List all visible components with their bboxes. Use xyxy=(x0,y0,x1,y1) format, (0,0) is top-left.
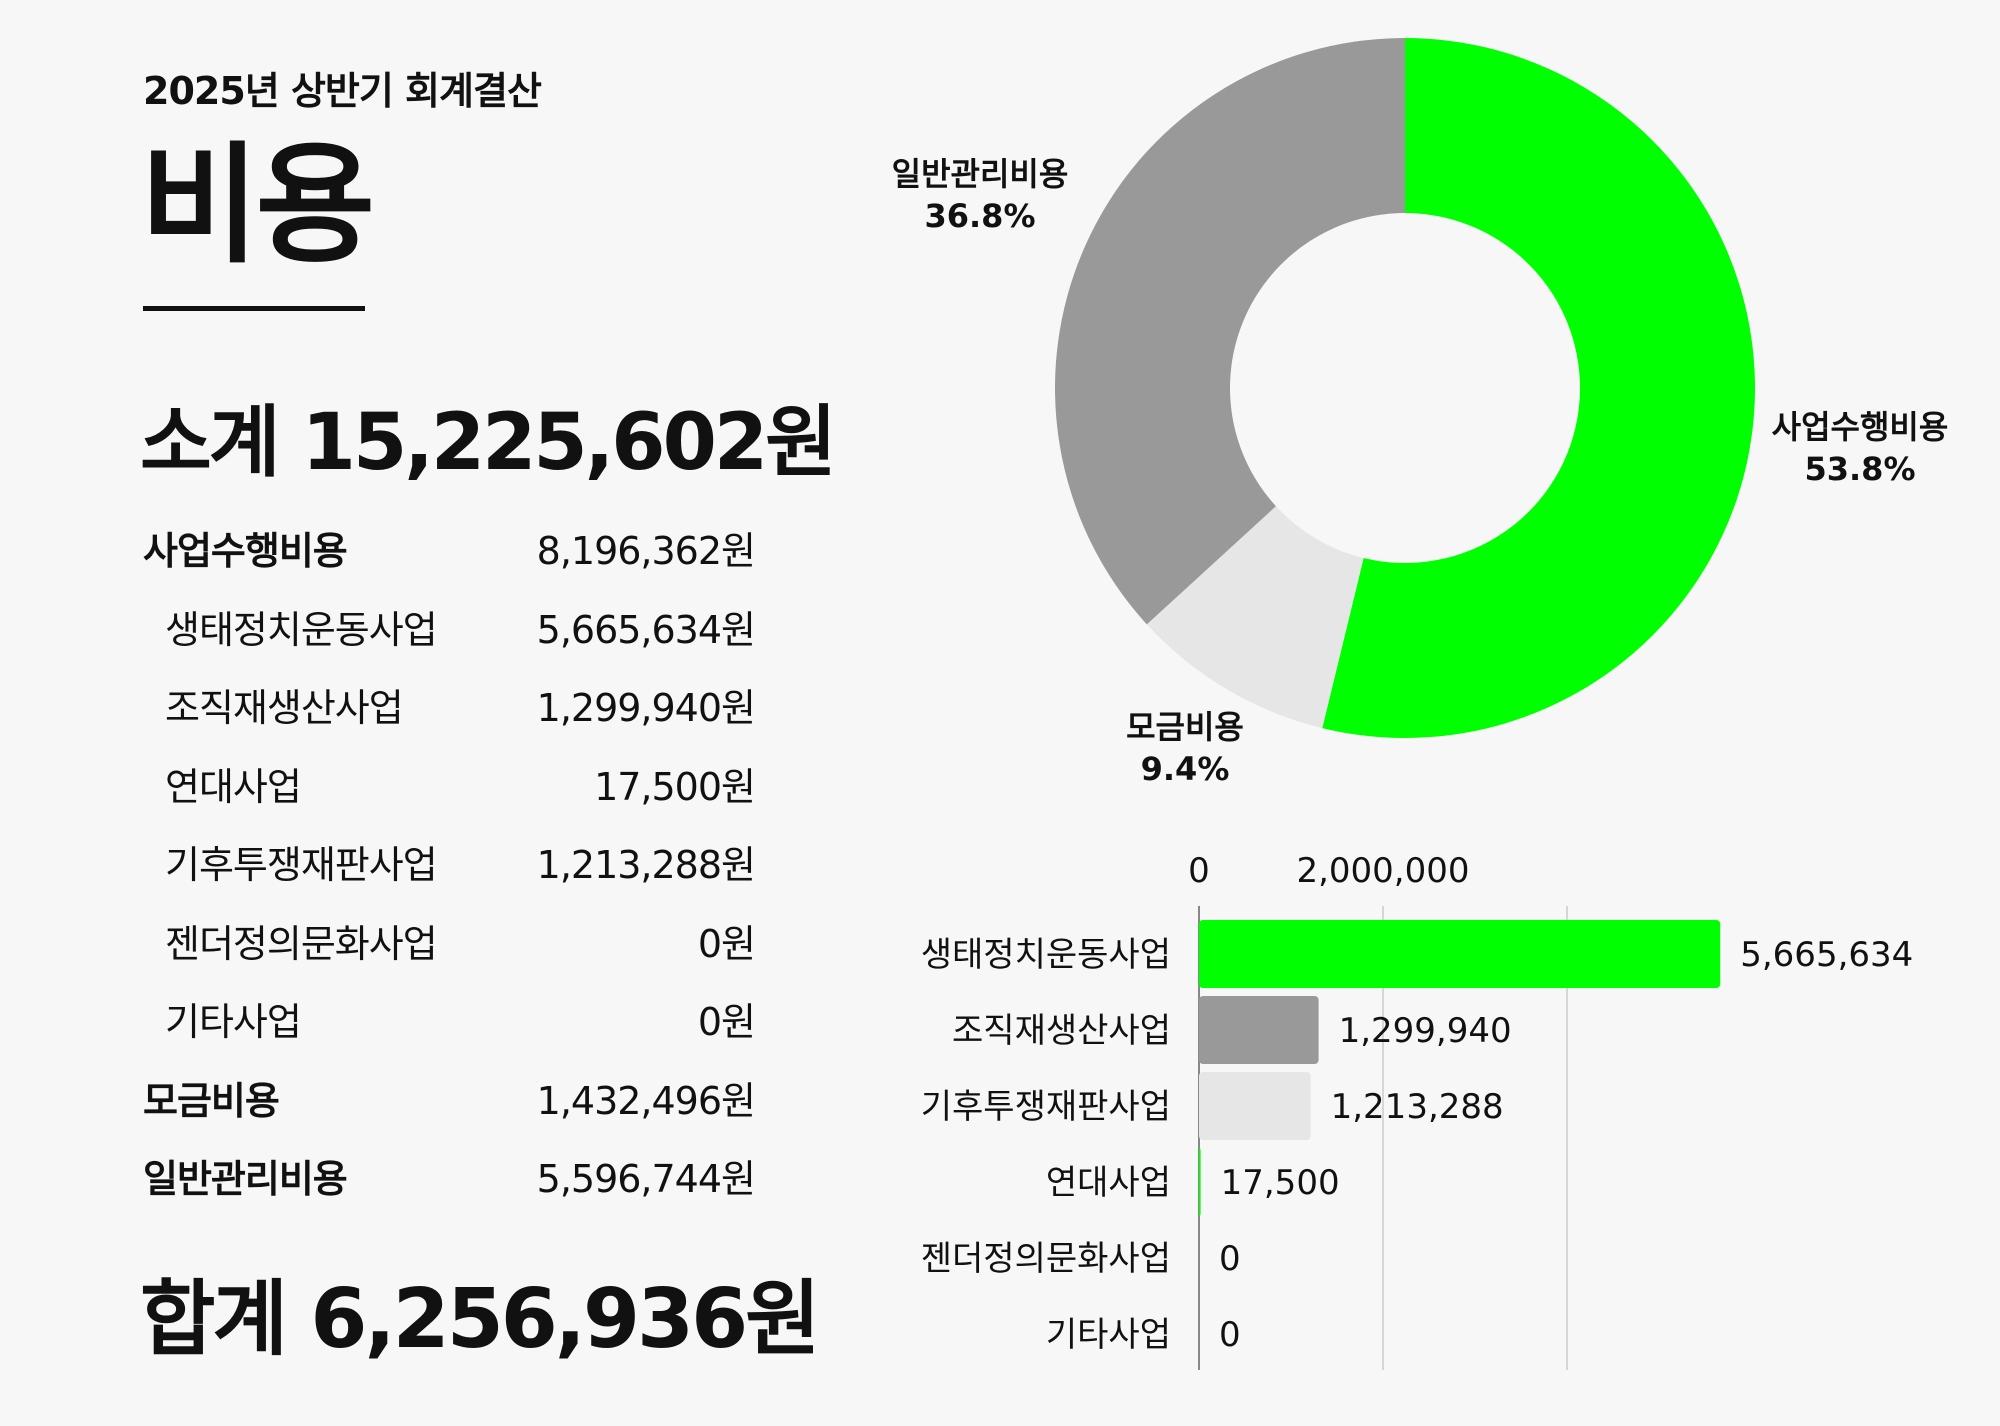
title-underline xyxy=(143,306,365,311)
expense-row: 일반관리비용 5,596,744원 xyxy=(143,1148,756,1227)
expense-row: 연대사업 17,500원 xyxy=(143,756,756,835)
bar-value-label: 0 xyxy=(1219,1315,1241,1355)
expense-label: 모금비용 xyxy=(143,1078,280,1123)
category-label: 젠더정의문화사업 xyxy=(921,1239,1171,1279)
category-label: 기후투쟁재판사업 xyxy=(921,1087,1171,1127)
slice-percent-label: 53.8% xyxy=(1804,450,1915,488)
donut-slice xyxy=(1322,38,1756,739)
expense-label: 일반관리비용 xyxy=(143,1157,348,1201)
bar xyxy=(1199,1148,1201,1216)
bar-value-label: 17,500 xyxy=(1221,1163,1340,1203)
bar xyxy=(1199,920,1721,988)
expense-label: 사업수행비용 xyxy=(143,529,348,573)
bar-value-label: 1,213,288 xyxy=(1331,1087,1504,1127)
bar xyxy=(1199,1072,1311,1140)
page-title: 비용 xyxy=(140,129,375,281)
slice-name-label: 일반관리비용 xyxy=(892,155,1069,193)
expense-value: 1,432,496원 xyxy=(536,1078,756,1123)
bar-value-label: 0 xyxy=(1219,1239,1241,1279)
expense-row: 사업수행비용 8,196,362원 xyxy=(143,520,756,599)
donut-slice xyxy=(1146,506,1364,729)
slice-name-label: 사업수행비용 xyxy=(1772,408,1949,446)
category-label: 생태정치운동사업 xyxy=(921,935,1171,975)
expense-value: 17,500원 xyxy=(594,764,756,809)
report-header: 2025년 상반기 회계결산 xyxy=(143,69,542,113)
category-label: 조직재생산사업 xyxy=(952,1011,1171,1051)
expense-label: 연대사업 xyxy=(165,764,302,809)
expense-value: 5,665,634원 xyxy=(536,607,756,652)
expense-row: 조직재생산사업 1,299,940원 xyxy=(143,677,756,756)
expense-value: 0원 xyxy=(697,1000,756,1044)
grand-total: 합계 6,256,936원 xyxy=(140,1272,821,1367)
summary-panel: 2025년 상반기 회계결산 비용 소계 15,225,602원 사업수행비용 8… xyxy=(0,0,860,1426)
expense-value: 5,596,744원 xyxy=(536,1157,756,1201)
slice-percent-label: 9.4% xyxy=(1141,750,1230,788)
bar-value-label: 1,299,940 xyxy=(1339,1011,1512,1051)
expense-value: 1,213,288원 xyxy=(536,843,756,887)
expense-value: 1,299,940원 xyxy=(536,686,756,730)
expense-label: 기후투쟁재판사업 xyxy=(165,843,438,887)
bar-value-label: 5,665,634 xyxy=(1740,935,1913,975)
expense-value: 0원 xyxy=(697,921,756,966)
expense-row: 기후투쟁재판사업 1,213,288원 xyxy=(143,834,756,913)
category-label: 연대사업 xyxy=(1046,1163,1171,1203)
expense-value: 8,196,362원 xyxy=(536,529,756,573)
x-tick-label: 2,000,000 xyxy=(1296,851,1469,891)
subtotal: 소계 15,225,602원 xyxy=(140,398,837,488)
bar-chart: 0 2,000,000 생태정치운동사업 5,665,634 조직재생산사업 1,299,… xyxy=(921,851,1913,1370)
expense-row: 기타사업 0원 xyxy=(143,991,756,1070)
expense-label: 젠더정의문화사업 xyxy=(165,921,438,966)
donut-chart: 사업수행비용 53.8% 모금비용 9.4% 일반관리비용 36.8% xyxy=(892,38,1949,788)
bar xyxy=(1199,996,1319,1064)
slice-percent-label: 36.8% xyxy=(924,197,1035,235)
expense-label: 기타사업 xyxy=(165,1000,302,1044)
expense-label: 조직재생산사업 xyxy=(165,686,404,730)
expense-row: 젠더정의문화사업 0원 xyxy=(143,913,756,992)
expense-row: 생태정치운동사업 5,665,634원 xyxy=(143,599,756,678)
expense-row: 모금비용 1,432,496원 xyxy=(143,1070,756,1149)
donut-slice xyxy=(1055,38,1405,625)
category-label: 기타사업 xyxy=(1046,1315,1171,1355)
expense-label: 생태정치운동사업 xyxy=(165,607,438,652)
slice-name-label: 모금비용 xyxy=(1126,708,1244,746)
x-tick-label: 0 xyxy=(1188,851,1210,891)
